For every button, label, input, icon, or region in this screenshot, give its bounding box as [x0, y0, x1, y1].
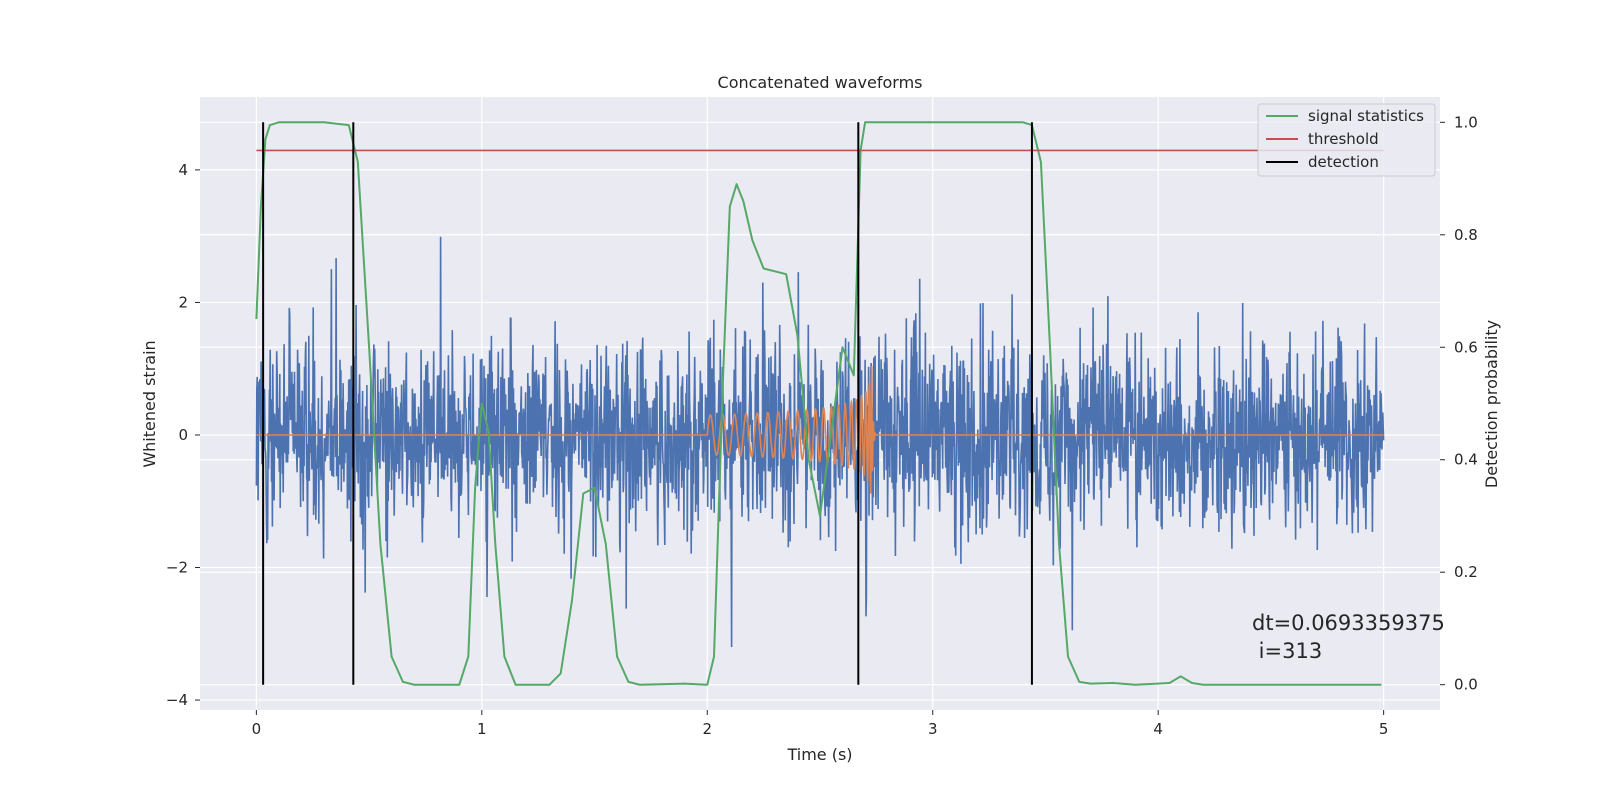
left-y-axis-label: Whitened strain — [140, 340, 159, 467]
legend-item-threshold: threshold — [1266, 130, 1379, 148]
right-y-axis-ticks: 0.0 0.2 0.4 0.6 0.8 1.0 — [1440, 113, 1478, 694]
strain-noise-layer — [255, 236, 1385, 648]
x-axis-label: Time (s) — [786, 745, 852, 764]
annotation-line-i: i=313 — [1252, 639, 1322, 663]
series-line-chirp — [256, 365, 1384, 494]
right-y-tick-label: 0.4 — [1454, 451, 1478, 469]
x-axis-ticks: 0 1 2 3 4 5 — [252, 710, 1389, 738]
legend-label-threshold: threshold — [1308, 130, 1379, 148]
series-line-signal-statistics — [255, 121, 1382, 686]
series-line-strain — [255, 236, 1385, 648]
left-y-tick-label: 4 — [178, 161, 188, 179]
statistics-layer — [255, 121, 1382, 686]
chart-title: Concatenated waveforms — [718, 73, 923, 92]
legend-item-detection: detection — [1266, 153, 1379, 171]
left-y-tick-label: −2 — [166, 559, 188, 577]
left-y-tick-label: −4 — [166, 691, 188, 709]
legend: signal statistics threshold detection — [1257, 103, 1436, 177]
detections-layer — [262, 122, 1033, 685]
annotation: dt=0.0693359375 i=313 — [1252, 611, 1445, 663]
left-y-tick-label: 2 — [178, 293, 188, 311]
right-y-axis-label: Detection probability — [1482, 320, 1501, 488]
right-y-tick-label: 0.8 — [1454, 226, 1478, 244]
annotation-line-dt: dt=0.0693359375 — [1252, 611, 1445, 635]
right-y-tick-label: 0.0 — [1454, 676, 1478, 694]
x-tick-label: 2 — [702, 720, 712, 738]
right-y-tick-label: 0.2 — [1454, 563, 1478, 581]
x-tick-label: 1 — [477, 720, 487, 738]
legend-item-signal-statistics: signal statistics — [1266, 107, 1424, 125]
grid — [200, 97, 1440, 710]
legend-label-signal-statistics: signal statistics — [1308, 107, 1424, 125]
left-y-axis-ticks: −4 −2 0 2 4 — [166, 161, 200, 709]
right-y-tick-label: 0.6 — [1454, 338, 1478, 356]
x-tick-label: 4 — [1153, 720, 1163, 738]
left-y-tick-label: 0 — [178, 426, 188, 444]
chirp-layer — [256, 365, 1384, 494]
x-tick-label: 5 — [1379, 720, 1389, 738]
x-tick-label: 0 — [252, 720, 262, 738]
legend-box — [1257, 103, 1436, 177]
x-tick-label: 3 — [928, 720, 938, 738]
right-y-tick-label: 1.0 — [1454, 113, 1478, 131]
legend-label-detection: detection — [1308, 153, 1379, 171]
